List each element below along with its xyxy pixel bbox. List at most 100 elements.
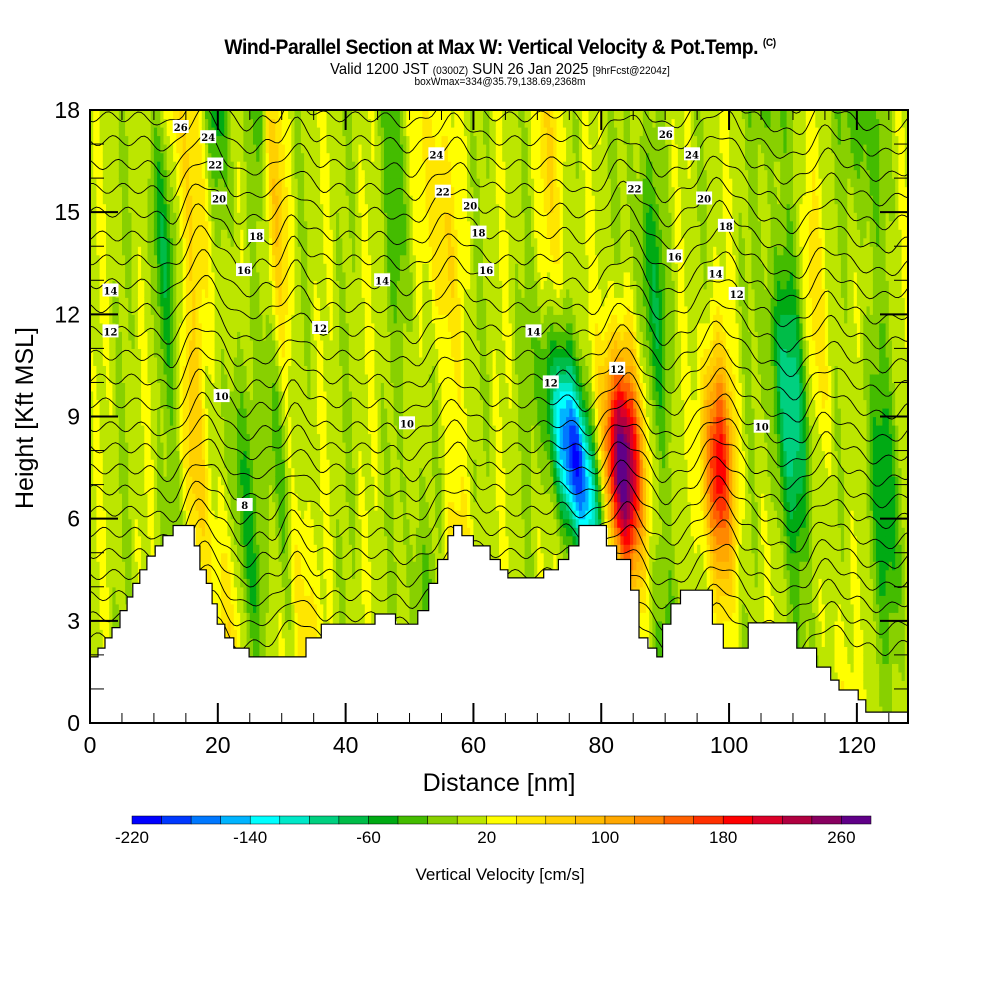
w-cell <box>118 212 123 222</box>
w-cell <box>96 493 101 503</box>
w-cell <box>237 391 241 401</box>
w-cell <box>112 348 117 358</box>
w-cell <box>109 586 113 596</box>
w-cell <box>195 305 200 315</box>
w-cell <box>173 399 177 409</box>
w-cell <box>233 254 238 264</box>
w-cell <box>153 433 158 443</box>
w-cell <box>112 365 117 375</box>
w-cell <box>214 331 219 341</box>
w-cell <box>134 212 139 222</box>
w-cell <box>144 493 149 503</box>
w-cell <box>205 229 209 239</box>
w-cell <box>214 186 219 196</box>
w-cell <box>144 169 149 179</box>
w-cell <box>150 178 155 188</box>
w-cell <box>166 501 171 511</box>
w-cell <box>93 450 97 460</box>
w-cell <box>179 408 184 418</box>
w-cell <box>93 578 97 588</box>
w-cell <box>131 246 136 256</box>
w-cell <box>137 382 142 392</box>
w-cell <box>134 161 139 171</box>
w-cell <box>179 203 184 213</box>
w-cell <box>169 237 174 247</box>
w-cell <box>102 629 107 639</box>
w-cell <box>122 416 126 426</box>
w-cell <box>144 484 149 494</box>
w-cell <box>205 416 209 426</box>
w-cell <box>185 493 190 503</box>
w-cell <box>211 178 216 188</box>
w-cell <box>169 169 174 179</box>
w-cell <box>173 331 177 341</box>
w-cell <box>195 356 200 366</box>
w-cell <box>214 305 219 315</box>
w-cell <box>240 220 244 230</box>
w-cell <box>106 305 110 315</box>
w-cell <box>128 195 133 205</box>
w-cell <box>189 331 193 341</box>
w-cell <box>131 510 136 520</box>
w-cell <box>240 229 244 239</box>
w-cell <box>211 484 216 494</box>
w-cell <box>201 263 206 273</box>
w-cell <box>118 356 123 366</box>
w-cell <box>227 331 232 341</box>
w-cell <box>173 365 177 375</box>
w-cell <box>147 535 152 545</box>
w-cell <box>233 629 238 639</box>
w-cell <box>93 382 97 392</box>
w-cell <box>141 110 145 120</box>
w-cell <box>211 450 216 460</box>
w-cell <box>102 535 107 545</box>
w-cell <box>224 544 228 554</box>
w-cell <box>122 305 126 315</box>
w-cell <box>93 586 97 596</box>
w-cell <box>125 416 129 426</box>
w-cell <box>90 110 94 120</box>
w-cell <box>157 399 161 409</box>
w-cell <box>122 339 126 349</box>
w-cell <box>233 314 238 324</box>
w-cell <box>109 620 113 630</box>
w-cell <box>128 433 133 443</box>
w-cell <box>208 365 212 375</box>
w-cell <box>198 425 203 435</box>
w-cell <box>240 144 244 154</box>
w-cell <box>217 305 222 315</box>
w-cell <box>90 527 94 537</box>
w-cell <box>131 127 136 137</box>
w-cell <box>99 135 104 145</box>
w-cell <box>192 203 197 213</box>
w-cell <box>198 280 203 290</box>
w-cell <box>169 203 174 213</box>
w-cell <box>150 144 155 154</box>
w-cell <box>134 459 139 469</box>
w-cell <box>147 450 152 460</box>
w-cell <box>189 442 193 452</box>
w-cell <box>230 603 235 613</box>
w-cell <box>182 399 187 409</box>
w-cell <box>214 110 219 120</box>
w-cell <box>93 433 97 443</box>
w-cell <box>192 280 197 290</box>
w-cell <box>147 254 152 264</box>
w-cell <box>179 467 184 477</box>
w-cell <box>90 391 94 401</box>
w-cell <box>102 620 107 630</box>
w-cell <box>169 450 174 460</box>
w-cell <box>102 203 107 213</box>
w-cell <box>137 280 142 290</box>
w-cell <box>205 271 209 281</box>
w-cell <box>128 271 133 281</box>
w-cell <box>198 510 203 520</box>
w-cell <box>96 578 101 588</box>
w-cell <box>227 220 232 230</box>
w-cell <box>185 382 190 392</box>
w-cell <box>189 450 193 460</box>
w-cell <box>128 561 133 571</box>
w-cell <box>134 220 139 230</box>
w-cell <box>182 382 187 392</box>
w-cell <box>176 442 181 452</box>
